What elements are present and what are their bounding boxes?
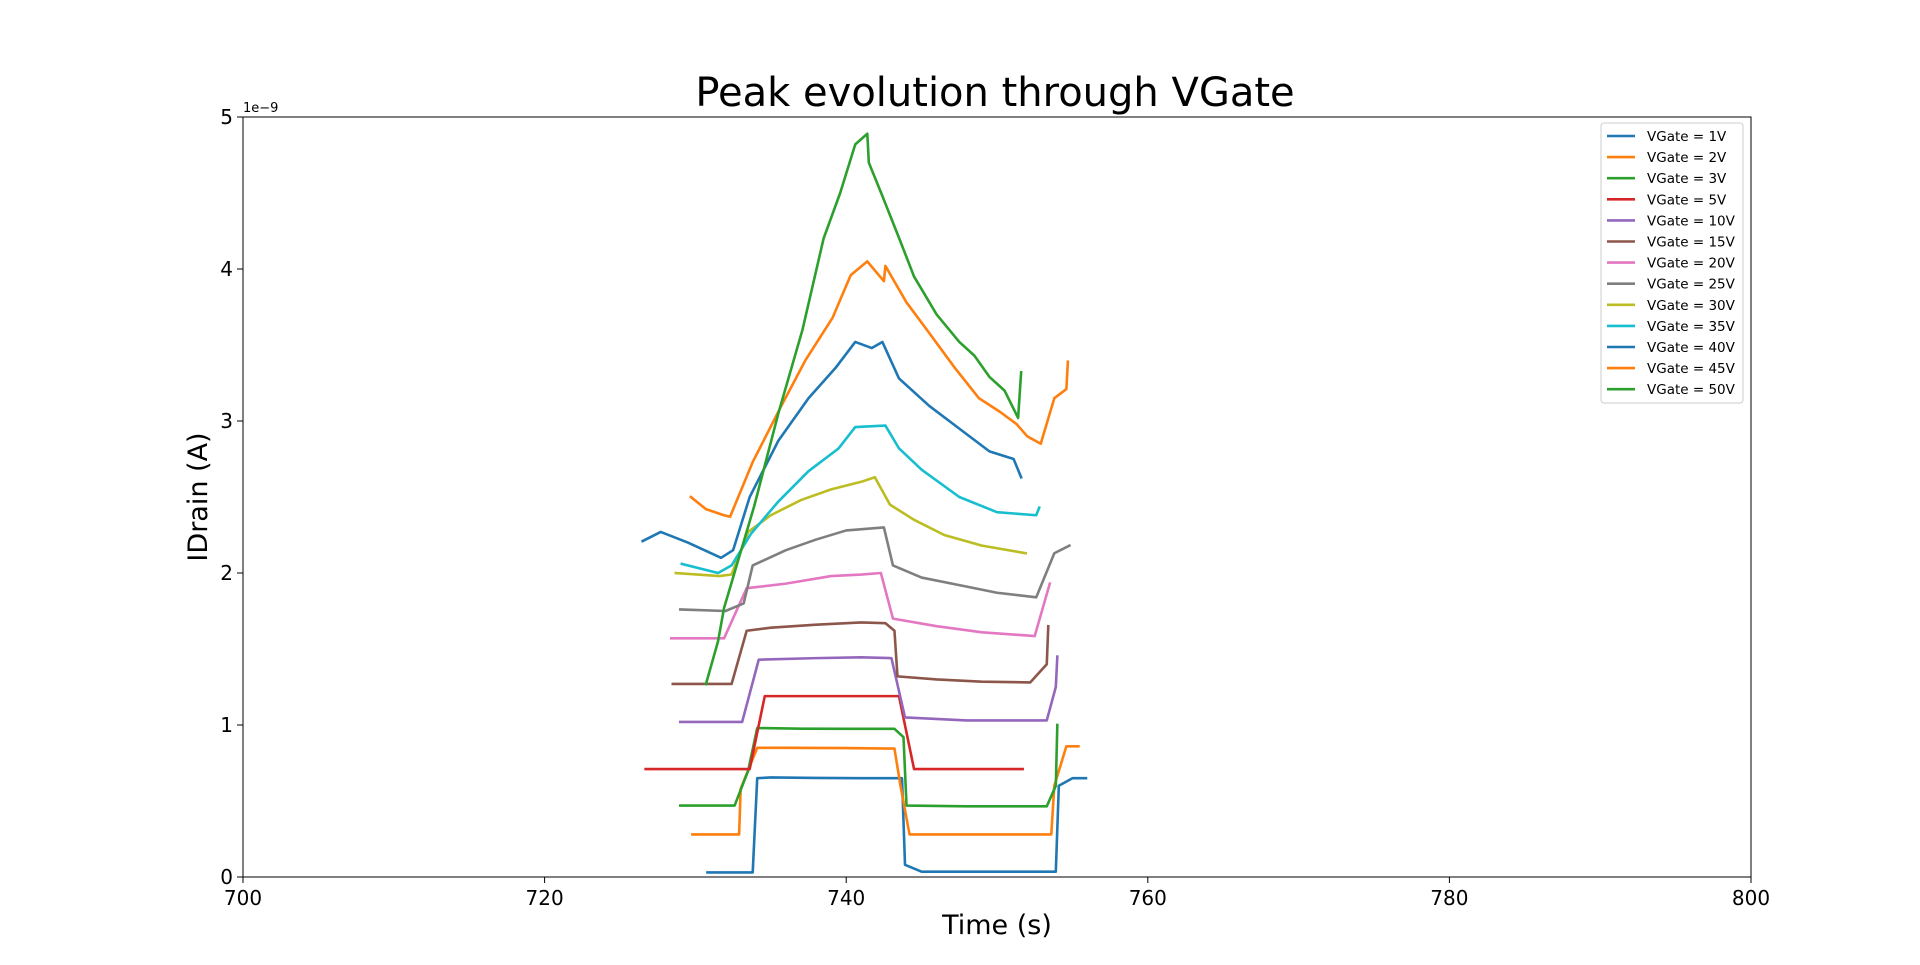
y-tick-label: 2 — [220, 561, 233, 585]
legend-entry: VGate = 2V — [1607, 150, 1727, 166]
legend-label: VGate = 5V — [1647, 192, 1727, 208]
legend-entry: VGate = 3V — [1607, 171, 1727, 187]
legend-label: VGate = 20V — [1647, 256, 1736, 272]
legend-label: VGate = 3V — [1647, 171, 1727, 187]
legend-entry: VGate = 1V — [1607, 129, 1727, 145]
y-axis-label: IDrain (A) — [183, 432, 214, 561]
x-tick-label: 800 — [1732, 886, 1770, 910]
legend-label: VGate = 35V — [1647, 319, 1736, 335]
x-tick-label: 760 — [1129, 886, 1167, 910]
x-axis-label: Time (s) — [941, 910, 1052, 941]
legend-label: VGate = 10V — [1647, 213, 1736, 229]
legend-label: VGate = 1V — [1647, 129, 1727, 145]
legend-entry: VGate = 30V — [1607, 298, 1736, 314]
series-line-12 — [704, 132, 1023, 686]
series-line-8 — [674, 475, 1028, 578]
legend-entry: VGate = 50V — [1607, 382, 1736, 398]
legend-label: VGate = 30V — [1647, 298, 1736, 314]
legend-box — [1600, 122, 1744, 404]
series-line-11 — [689, 260, 1070, 519]
y-tick-label: 5 — [220, 105, 233, 129]
y-tick-label: 4 — [220, 257, 233, 281]
y-tick-label: 0 — [220, 865, 233, 889]
series-line-7 — [678, 526, 1072, 613]
series-line-3 — [644, 694, 1024, 771]
y-axis-offset-label: 1e−9 — [243, 101, 278, 116]
x-tick-label: 720 — [526, 886, 564, 910]
y-axis-ticks: 0 1 2 3 4 5 — [220, 105, 243, 889]
x-tick-label: 700 — [224, 886, 262, 910]
legend-label: VGate = 50V — [1647, 382, 1736, 398]
series-line-9 — [680, 424, 1041, 575]
legend-entry: VGate = 15V — [1607, 235, 1736, 251]
legend-entry: VGate = 40V — [1607, 340, 1736, 356]
legend-entry: VGate = 35V — [1607, 319, 1736, 335]
legend-entry: VGate = 45V — [1607, 361, 1736, 377]
legend: VGate = 1V VGate = 2V VGate = 3V VGate = 5V… — [1600, 122, 1744, 404]
legend-label: VGate = 45V — [1647, 361, 1736, 377]
series-layer — [640, 132, 1088, 874]
legend-label: VGate = 2V — [1647, 150, 1727, 166]
series-line-0 — [706, 776, 1088, 874]
chart-title: Peak evolution through VGate — [695, 70, 1294, 116]
legend-label: VGate = 25V — [1647, 277, 1736, 293]
axes-frame — [242, 116, 1752, 878]
legend-entry: VGate = 10V — [1607, 213, 1736, 229]
legend-entries: VGate = 1V VGate = 2V VGate = 3V VGate = 5V… — [1607, 129, 1736, 398]
x-tick-label: 740 — [827, 886, 865, 910]
series-line-4 — [679, 655, 1059, 724]
y-tick-label: 3 — [220, 409, 233, 433]
plot-area — [242, 116, 1752, 878]
series-line-2 — [679, 723, 1059, 808]
y-tick-label: 1 — [220, 713, 233, 737]
legend-label: VGate = 15V — [1647, 235, 1736, 251]
legend-entry: VGate = 25V — [1607, 277, 1736, 293]
series-line-6 — [669, 571, 1052, 640]
legend-label: VGate = 40V — [1647, 340, 1736, 356]
series-line-10 — [640, 340, 1023, 560]
series-line-5 — [671, 621, 1050, 686]
x-tick-label: 780 — [1430, 886, 1468, 910]
x-axis-ticks: 700 720 740 760 780 800 — [224, 877, 1770, 910]
legend-entry: VGate = 5V — [1607, 192, 1727, 208]
legend-entry: VGate = 20V — [1607, 256, 1736, 272]
